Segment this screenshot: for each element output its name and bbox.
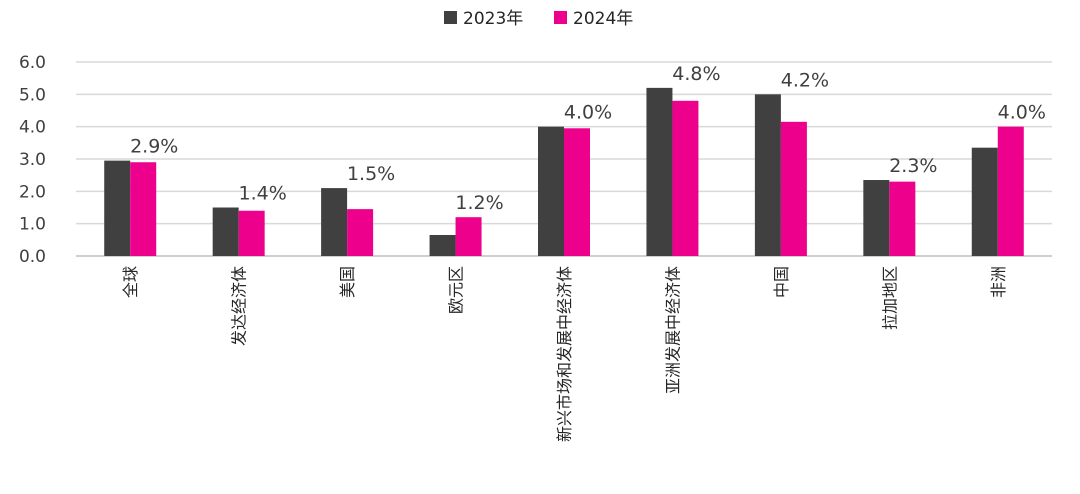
category-label: 发达经济体 bbox=[230, 266, 249, 346]
bar-2024 bbox=[347, 209, 374, 256]
y-tick-label: 3.0 bbox=[19, 150, 46, 170]
bar-2024 bbox=[238, 210, 265, 256]
x-axis: 全球 发达经济体 美国 欧元区 新兴市场和发展中经济体 亚洲发展中经济体 中国 拉加地区 非洲 bbox=[121, 266, 1008, 442]
bar-2024 bbox=[455, 217, 482, 256]
bars bbox=[104, 87, 1024, 257]
category-label: 拉加地区 bbox=[880, 266, 899, 330]
data-label: 1.2% bbox=[455, 192, 503, 214]
category-label: 全球 bbox=[121, 266, 140, 298]
bar-2023 bbox=[321, 188, 348, 256]
bar-2023 bbox=[754, 94, 781, 256]
data-label: 4.0% bbox=[998, 102, 1046, 124]
bar-2023 bbox=[429, 234, 456, 256]
data-labels: 2.9% 1.4% 1.5% 1.2% 4.0% 4.8% 4.2% 2.3% 4.0% bbox=[130, 63, 1046, 214]
category-label: 亚洲发展中经济体 bbox=[663, 266, 682, 394]
y-tick-label: 1.0 bbox=[19, 215, 46, 235]
bar-2023 bbox=[212, 207, 239, 256]
legend-label: 2024年 bbox=[573, 9, 633, 29]
y-tick-label: 0.0 bbox=[19, 247, 46, 267]
bar-2024 bbox=[130, 162, 157, 256]
category-label: 中国 bbox=[772, 266, 791, 298]
category-label: 美国 bbox=[338, 266, 357, 298]
data-label: 4.8% bbox=[672, 63, 720, 85]
bar-2024 bbox=[780, 121, 807, 256]
legend-swatch bbox=[444, 11, 457, 24]
bar-2024 bbox=[564, 128, 590, 256]
bar-2023 bbox=[971, 147, 998, 256]
bar-2024 bbox=[889, 181, 916, 256]
y-tick-label: 2.0 bbox=[19, 182, 46, 202]
data-label: 2.9% bbox=[130, 136, 178, 158]
bar-2024 bbox=[672, 100, 699, 256]
data-label: 4.0% bbox=[564, 102, 612, 124]
category-label: 欧元区 bbox=[447, 266, 466, 314]
y-tick-label: 5.0 bbox=[19, 85, 46, 105]
bar-2023 bbox=[538, 126, 564, 257]
category-label: 非洲 bbox=[989, 266, 1008, 298]
legend-swatch bbox=[554, 11, 567, 24]
data-label: 1.5% bbox=[347, 163, 395, 185]
data-label: 2.3% bbox=[889, 155, 937, 177]
data-label: 4.2% bbox=[781, 69, 829, 91]
bar-2023 bbox=[646, 87, 673, 256]
bar-2024 bbox=[997, 126, 1024, 257]
legend: 2023年 2024年 bbox=[444, 9, 633, 29]
y-tick-label: 6.0 bbox=[19, 53, 46, 73]
category-label: 新兴市场和发展中经济体 bbox=[555, 266, 574, 442]
bar-2023 bbox=[863, 180, 890, 256]
y-axis: 0.0 1.0 2.0 3.0 4.0 5.0 6.0 bbox=[19, 53, 46, 267]
legend-label: 2023年 bbox=[463, 9, 523, 29]
bar-2023 bbox=[104, 160, 131, 256]
y-tick-label: 4.0 bbox=[19, 118, 46, 138]
data-label: 1.4% bbox=[239, 183, 287, 205]
